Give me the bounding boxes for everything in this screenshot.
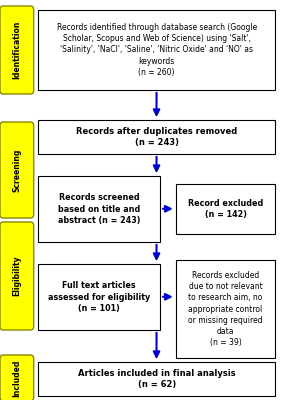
Text: Articles included in final analysis
(n = 62): Articles included in final analysis (n =… bbox=[78, 369, 235, 389]
Text: Records excluded
due to not relevant
to research aim, no
appropriate control
or : Records excluded due to not relevant to … bbox=[188, 271, 263, 347]
FancyBboxPatch shape bbox=[176, 184, 275, 234]
Text: Included: Included bbox=[12, 359, 21, 397]
Text: Record excluded
(n = 142): Record excluded (n = 142) bbox=[188, 199, 263, 219]
Text: Records identified through database search (Google
Scholar, Scopus and Web of Sc: Records identified through database sear… bbox=[56, 23, 257, 77]
Text: Screening: Screening bbox=[12, 148, 21, 192]
FancyBboxPatch shape bbox=[176, 260, 275, 358]
Text: Full text articles
assessed for eligibility
(n = 101): Full text articles assessed for eligibil… bbox=[48, 282, 150, 313]
FancyBboxPatch shape bbox=[0, 6, 34, 94]
FancyBboxPatch shape bbox=[38, 264, 160, 330]
FancyBboxPatch shape bbox=[38, 120, 275, 154]
FancyBboxPatch shape bbox=[0, 122, 34, 218]
Text: Eligibility: Eligibility bbox=[12, 256, 21, 296]
Text: Records screened
based on title and
abstract (n = 243): Records screened based on title and abst… bbox=[58, 194, 140, 225]
FancyBboxPatch shape bbox=[38, 176, 160, 242]
FancyBboxPatch shape bbox=[0, 355, 34, 400]
FancyBboxPatch shape bbox=[0, 222, 34, 330]
Text: Records after duplicates removed
(n = 243): Records after duplicates removed (n = 24… bbox=[76, 127, 237, 147]
FancyBboxPatch shape bbox=[38, 362, 275, 396]
FancyBboxPatch shape bbox=[38, 10, 275, 90]
Text: Identification: Identification bbox=[12, 21, 21, 79]
